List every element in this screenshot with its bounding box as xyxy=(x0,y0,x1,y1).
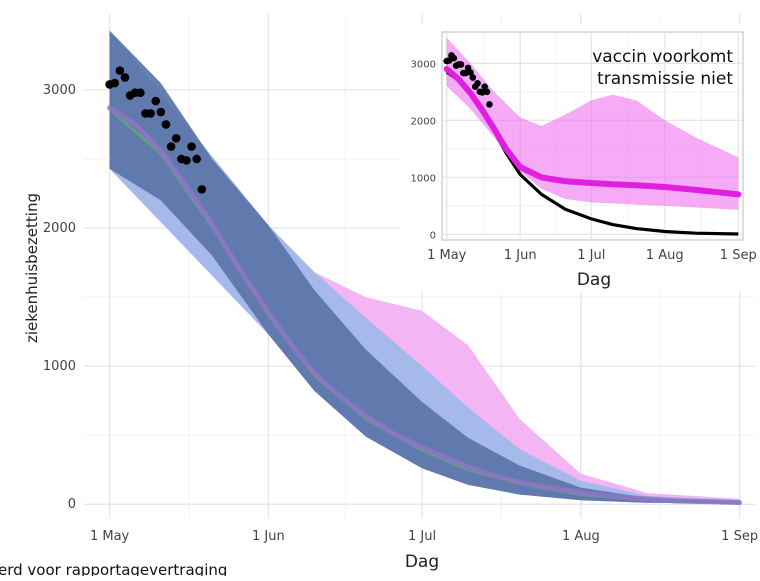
x-tick-label: 1 Sep xyxy=(721,529,758,544)
observed-point xyxy=(161,120,171,129)
x-tick-label: 1 May xyxy=(427,248,467,263)
observed-point xyxy=(197,185,207,194)
inset-trend-lines xyxy=(443,66,742,236)
observed-point xyxy=(146,109,155,118)
inset-chart: 1 May 1 Jun 1 Jul 1 Aug 1 Sep 0100020003000 … xyxy=(400,24,757,292)
x-tick-label: 1 Jul xyxy=(408,529,436,544)
observed-point xyxy=(136,88,145,98)
observed-point xyxy=(469,74,477,81)
x-tick-label: 1 Jun xyxy=(504,248,537,263)
observed-point xyxy=(467,69,474,76)
y-tick-label: 3000 xyxy=(43,83,76,98)
y-tick-label: 2000 xyxy=(411,116,436,127)
observed-point xyxy=(481,83,488,91)
main-observed-points xyxy=(105,66,207,194)
main-y-tick-labels: 0 1000 2000 3000 xyxy=(43,83,76,512)
x-tick-label: 1 Aug xyxy=(562,529,600,544)
observed-point xyxy=(166,142,176,151)
inset-annotation-line: transmissie niet xyxy=(597,69,733,89)
main-trend-lines xyxy=(107,105,743,505)
figure-caption: erd voor rapportagevertraging xyxy=(0,561,227,576)
observed-point xyxy=(192,154,201,164)
observed-point xyxy=(450,54,458,62)
observed-point xyxy=(483,88,491,96)
inset-y-tick-labels: 0 1000 2000 3000 xyxy=(411,59,436,241)
y-tick-label: 3000 xyxy=(411,59,436,70)
y-tick-label: 2000 xyxy=(43,221,76,236)
observed-point xyxy=(120,73,130,82)
y-tick-label: 1000 xyxy=(43,359,76,374)
x-tick-label: 1 Aug xyxy=(646,248,684,263)
series-line-purple xyxy=(107,105,743,505)
inset-x-tick-labels: 1 May 1 Jun 1 Jul 1 Aug 1 Sep xyxy=(427,248,757,263)
inset-observed-points xyxy=(443,52,493,108)
main-x-tick-labels: 1 May 1 Jun 1 Jul 1 Aug 1 Sep xyxy=(90,529,758,544)
main-x-axis-label: Dag xyxy=(405,552,439,572)
inset-annotation-line: vaccin voorkomt xyxy=(592,47,733,67)
observed-point xyxy=(156,107,166,117)
x-tick-label: 1 Sep xyxy=(720,248,757,263)
observed-point xyxy=(110,78,120,88)
observed-point xyxy=(151,96,161,106)
x-tick-label: 1 May xyxy=(90,529,130,544)
series-line-magenta xyxy=(443,66,742,198)
observed-point xyxy=(457,61,465,68)
observed-point xyxy=(171,133,181,143)
y-tick-label: 0 xyxy=(68,497,76,512)
main-y-axis-label: ziekenhuisbezetting xyxy=(23,193,41,343)
observed-point xyxy=(486,101,493,108)
y-tick-label: 1000 xyxy=(411,173,436,184)
x-tick-label: 1 Jun xyxy=(252,529,285,544)
x-tick-label: 1 Jul xyxy=(577,248,605,263)
inset-x-axis-label: Dag xyxy=(577,270,611,290)
observed-point xyxy=(182,156,191,165)
observed-point xyxy=(187,142,196,151)
observed-point xyxy=(474,79,481,87)
observed-point xyxy=(115,66,125,75)
y-tick-label: 0 xyxy=(430,230,436,241)
